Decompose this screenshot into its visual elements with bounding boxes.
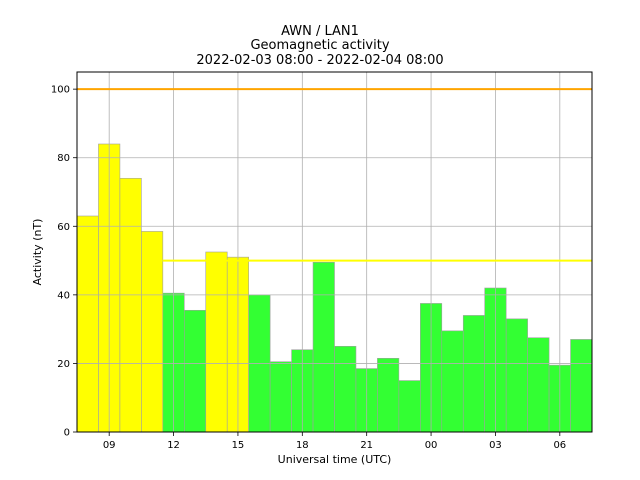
bar-20	[334, 345, 357, 433]
x-axis-label: Universal time (UTC)	[278, 453, 392, 466]
chart-date-range: 2022-02-03 08:00 - 2022-02-04 08:00	[196, 53, 444, 68]
plot-frame	[76, 71, 593, 433]
bar-08	[76, 215, 99, 433]
bar-01	[441, 330, 464, 433]
bar-10	[119, 177, 142, 433]
axis-ticks: 0 20 40 60 80 100 09 12 15 18 21 00 03 06	[51, 85, 566, 451]
chart-title: AWN / LAN1	[281, 24, 359, 39]
chart-subtitle: Geomagnetic activity	[250, 38, 390, 53]
y-tick-label-20: 20	[57, 359, 70, 370]
bar-11	[141, 231, 164, 433]
y-axis-label: Activity (nT)	[31, 219, 44, 286]
threshold-lines	[77, 88, 592, 262]
bar-13	[183, 309, 207, 433]
bar-17	[269, 361, 292, 433]
bar-22	[377, 357, 400, 433]
bars-group	[76, 143, 593, 433]
y-tick-label-0: 0	[64, 428, 70, 439]
y-tick-label-80: 80	[57, 153, 70, 164]
bar-05	[527, 337, 550, 433]
y-tick-label-60: 60	[57, 222, 70, 233]
bar-19	[312, 261, 335, 433]
x-tick-label-12: 12	[167, 440, 180, 451]
bar-07	[570, 339, 593, 433]
y-tick-label-100: 100	[51, 85, 70, 96]
x-tick-label-06: 06	[553, 440, 566, 451]
x-tick-label-09: 09	[103, 440, 116, 451]
bar-23	[398, 380, 421, 433]
x-tick-label-03: 03	[489, 440, 502, 451]
bar-02	[462, 315, 486, 433]
bar-14	[205, 251, 228, 433]
x-tick-label-21: 21	[360, 440, 373, 451]
x-tick-label-18: 18	[296, 440, 309, 451]
x-tick-label-00: 00	[425, 440, 438, 451]
bar-04	[505, 318, 528, 433]
x-tick-label-15: 15	[232, 440, 245, 451]
y-tick-label-40: 40	[57, 290, 70, 301]
